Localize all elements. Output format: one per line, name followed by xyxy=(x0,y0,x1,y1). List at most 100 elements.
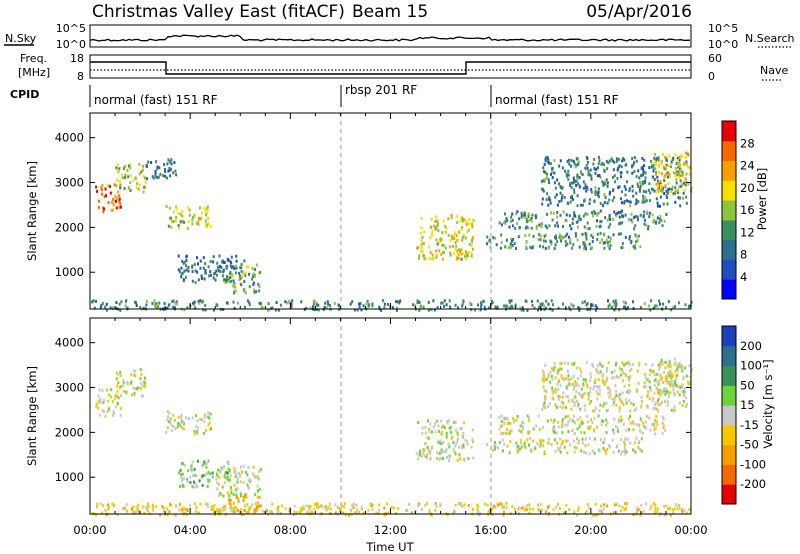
velocity-cell xyxy=(599,403,602,407)
velocity-cell xyxy=(592,409,594,413)
velocity-cell xyxy=(624,452,627,456)
power-cell xyxy=(199,299,202,303)
velocity-cell xyxy=(579,407,582,411)
velocity-cell xyxy=(599,438,602,442)
power-cell xyxy=(124,304,127,308)
velocity-cell xyxy=(534,447,537,451)
velocity-cell xyxy=(343,505,346,509)
velocity-cell xyxy=(613,398,616,402)
velocity-cell xyxy=(134,387,137,391)
velocity-cell xyxy=(652,369,655,373)
velocity-cell xyxy=(293,504,296,508)
velocity-cell xyxy=(169,417,172,421)
power-cell xyxy=(429,250,432,254)
velocity-cell xyxy=(108,505,111,509)
date-title: 05/Apr/2016 xyxy=(586,2,692,22)
velocity-cell xyxy=(184,507,187,511)
power-cell xyxy=(145,303,148,307)
velocity-cell xyxy=(445,434,448,438)
velocity-cell xyxy=(229,485,232,489)
power-cell xyxy=(604,216,607,220)
velocity-cell xyxy=(647,390,650,394)
power-cell xyxy=(181,259,184,263)
velocity-cell xyxy=(171,429,173,433)
power-cell xyxy=(540,180,543,183)
velocity-cell xyxy=(652,502,655,506)
power-cell xyxy=(674,153,677,157)
power-cell xyxy=(463,218,466,222)
velocity-cell xyxy=(313,507,316,511)
power-cell xyxy=(678,185,681,189)
velocity-cell xyxy=(218,493,221,497)
velocity-cell xyxy=(390,505,393,509)
velocity-cell xyxy=(575,390,578,394)
power-cell xyxy=(212,260,214,264)
power-cell xyxy=(152,176,155,180)
velocity-cell xyxy=(550,443,553,447)
power-cell xyxy=(591,240,594,243)
velocity-cell xyxy=(593,437,596,441)
power-cell xyxy=(624,305,627,309)
power-cell xyxy=(179,270,181,274)
power-cell xyxy=(663,192,666,195)
velocity-cell xyxy=(228,494,231,498)
power-cell xyxy=(608,240,611,243)
power-cell xyxy=(651,175,654,179)
power-cell xyxy=(577,162,580,166)
power-cell xyxy=(561,194,564,198)
velocity-cell xyxy=(429,456,432,460)
velocity-cell xyxy=(459,502,462,506)
power-cell xyxy=(510,215,513,219)
velocity-cell xyxy=(492,448,495,452)
velocity-cell xyxy=(97,394,100,398)
power-cell xyxy=(140,170,143,174)
velocity-cell xyxy=(141,394,144,398)
power-cell xyxy=(568,158,571,162)
power-cell xyxy=(118,197,121,201)
power-cell xyxy=(621,221,624,225)
power-cell xyxy=(228,279,231,283)
power-cell xyxy=(685,160,688,164)
power-cell xyxy=(546,226,549,230)
velocity-cell xyxy=(543,376,546,380)
power-cell xyxy=(205,213,207,217)
power-cell xyxy=(547,178,550,182)
power-cell xyxy=(631,189,634,193)
velocity-cell xyxy=(427,445,430,449)
power-cell xyxy=(618,308,621,312)
velocity-cell xyxy=(233,510,235,514)
power-cell xyxy=(631,184,634,188)
power-cell xyxy=(95,299,97,303)
power-cell xyxy=(652,220,655,224)
power-cell xyxy=(217,269,220,273)
velocity-cell xyxy=(116,395,119,399)
power-cell xyxy=(243,259,246,263)
velocity-cell xyxy=(459,427,462,430)
velocity-cell xyxy=(506,444,509,448)
power-cell xyxy=(221,260,224,264)
velocity-cell xyxy=(542,379,545,383)
power-cell xyxy=(230,266,233,270)
power-cell xyxy=(585,237,588,241)
power-cell xyxy=(111,306,114,310)
velocity-cell xyxy=(428,427,431,431)
velocity-cell xyxy=(606,408,609,412)
power-cell xyxy=(225,266,228,270)
power-cell xyxy=(635,159,638,163)
power-cell xyxy=(486,235,489,239)
power-cell xyxy=(172,171,175,175)
velocity-cell xyxy=(582,382,585,386)
power-cell xyxy=(427,308,430,312)
power-cell xyxy=(633,170,636,173)
power-cell xyxy=(613,196,616,200)
velocity-cell xyxy=(654,503,657,507)
velocity-cell xyxy=(240,465,243,469)
power-cell xyxy=(637,169,640,173)
power-cell xyxy=(593,210,596,213)
power-cell xyxy=(200,274,203,278)
velocity-cell xyxy=(567,395,570,399)
velocity-cell xyxy=(303,507,306,511)
velocity-cell xyxy=(598,409,601,413)
velocity-cell xyxy=(212,505,215,509)
power-cell xyxy=(589,173,592,177)
